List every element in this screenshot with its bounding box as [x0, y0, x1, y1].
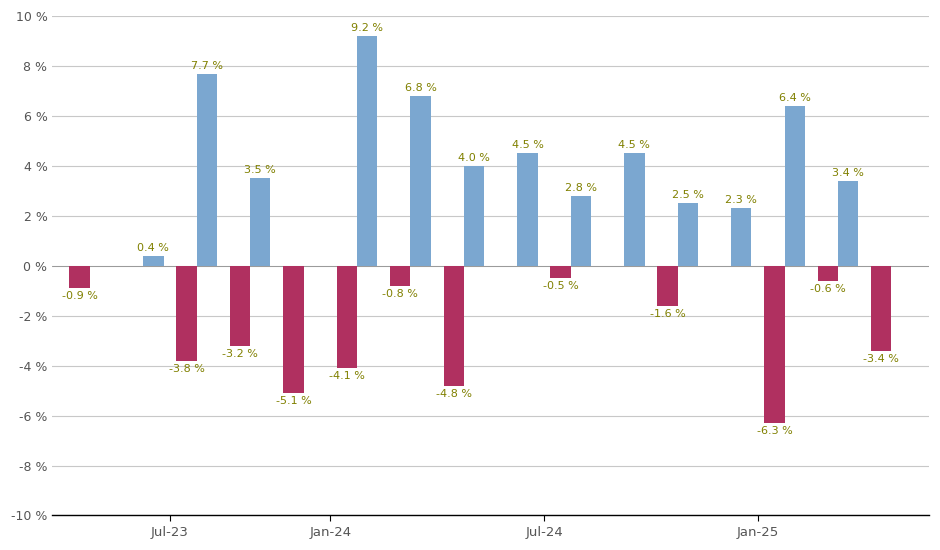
Text: -3.8 %: -3.8 %	[168, 364, 204, 373]
Bar	[764, 266, 785, 423]
Text: -0.5 %: -0.5 %	[542, 281, 578, 292]
Bar	[551, 266, 571, 278]
Text: -0.9 %: -0.9 %	[62, 292, 98, 301]
Text: -0.6 %: -0.6 %	[810, 284, 846, 294]
Bar	[657, 266, 678, 306]
Text: 4.0 %: 4.0 %	[458, 153, 490, 163]
Bar	[678, 204, 698, 266]
Bar	[337, 266, 357, 368]
Bar	[283, 266, 304, 393]
Bar	[624, 153, 645, 266]
Text: 0.4 %: 0.4 %	[137, 243, 169, 253]
Text: -6.3 %: -6.3 %	[757, 426, 792, 436]
Bar	[250, 178, 271, 266]
Bar	[196, 74, 217, 266]
Text: 9.2 %: 9.2 %	[352, 23, 384, 33]
Bar	[464, 166, 484, 266]
Bar	[871, 266, 891, 351]
Bar	[517, 153, 538, 266]
Bar	[785, 106, 805, 266]
Text: 2.3 %: 2.3 %	[726, 195, 758, 205]
Bar	[571, 196, 591, 266]
Bar	[818, 266, 838, 280]
Text: 3.4 %: 3.4 %	[832, 168, 864, 178]
Text: -3.2 %: -3.2 %	[222, 349, 258, 359]
Text: 6.8 %: 6.8 %	[404, 83, 436, 93]
Text: -1.6 %: -1.6 %	[650, 309, 685, 319]
Text: 4.5 %: 4.5 %	[511, 140, 543, 151]
Text: -0.8 %: -0.8 %	[383, 289, 418, 299]
Text: 2.5 %: 2.5 %	[672, 190, 704, 200]
Bar	[838, 181, 858, 266]
Bar	[731, 208, 751, 266]
Bar	[357, 36, 377, 266]
Text: 4.5 %: 4.5 %	[619, 140, 650, 151]
Text: 7.7 %: 7.7 %	[191, 60, 223, 70]
Text: 6.4 %: 6.4 %	[779, 93, 810, 103]
Bar	[143, 256, 164, 266]
Bar	[177, 266, 196, 361]
Text: -4.1 %: -4.1 %	[329, 371, 365, 381]
Bar	[229, 266, 250, 346]
Text: -5.1 %: -5.1 %	[275, 396, 311, 406]
Text: -3.4 %: -3.4 %	[863, 354, 900, 364]
Text: 2.8 %: 2.8 %	[565, 183, 597, 193]
Bar	[70, 266, 89, 288]
Bar	[444, 266, 464, 386]
Bar	[411, 96, 431, 266]
Text: 3.5 %: 3.5 %	[244, 166, 276, 175]
Bar	[390, 266, 411, 286]
Text: -4.8 %: -4.8 %	[436, 389, 472, 399]
